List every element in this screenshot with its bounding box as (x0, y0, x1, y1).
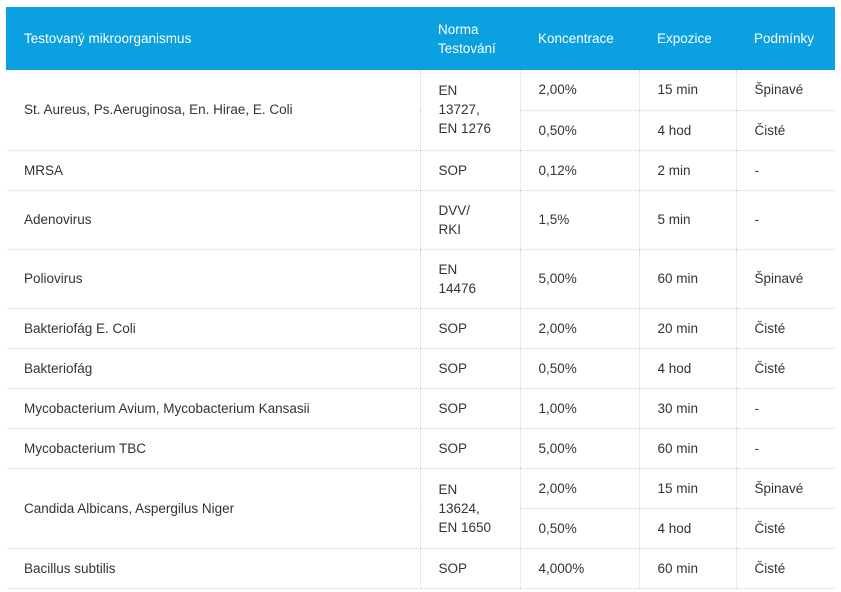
norm-cell: EN 13727, EN 1276 (419, 70, 520, 151)
exposure-cell: 15 min (638, 70, 736, 111)
concentration-cell: 5,00% (519, 249, 639, 309)
table-header: Testovaný mikroorganismus Norma Testován… (6, 7, 835, 70)
conditions-cell: Špinavé (735, 70, 835, 111)
concentration-cell: 1,00% (519, 388, 639, 429)
header-conditions: Podmínky (736, 7, 835, 70)
organism-cell: Bakteriofág E. Coli (6, 308, 420, 349)
concentration-cell: 2,00% (519, 70, 639, 111)
norm-cell: DVV/ RKI (419, 190, 520, 250)
table-row: St. Aureus, Ps.Aeruginosa, En. Hirae, E.… (6, 70, 835, 151)
concentration-cell: 0,50% (519, 110, 639, 151)
table-row: Mycobacterium Avium, Mycobacterium Kansa… (6, 388, 835, 429)
table-row: Bakteriofág SOP 0,50% 4 hod Čisté (6, 348, 835, 389)
organism-cell: Bacillus subtilis (6, 548, 420, 589)
table-row: Adenovirus DVV/ RKI 1,5% 5 min - (6, 190, 835, 250)
exposure-cell: 4 hod (638, 508, 736, 549)
conditions-cell: - (735, 150, 835, 191)
header-norm: Norma Testování (420, 7, 520, 70)
test-results-table: Testovaný mikroorganismus Norma Testován… (6, 7, 835, 589)
exposure-cell: 2 min (638, 150, 736, 191)
concentration-cell: 5,00% (519, 428, 639, 469)
conditions-cell: Čisté (735, 508, 835, 549)
organism-cell: MRSA (6, 150, 420, 191)
exposure-cell: 60 min (638, 548, 736, 589)
organism-cell: Mycobacterium TBC (6, 428, 420, 469)
table-row: Mycobacterium TBC SOP 5,00% 60 min - (6, 428, 835, 469)
table-body: St. Aureus, Ps.Aeruginosa, En. Hirae, E.… (6, 70, 835, 589)
conditions-cell: Čisté (735, 348, 835, 389)
conditions-cell: Špinavé (735, 468, 835, 509)
exposure-cell: 60 min (638, 428, 736, 469)
exposure-cell: 5 min (638, 190, 736, 250)
organism-cell: Candida Albicans, Aspergilus Niger (6, 468, 420, 549)
concentration-cell: 2,00% (519, 308, 639, 349)
test-results-table-wrapper: Testovaný mikroorganismus Norma Testován… (6, 7, 835, 589)
exposure-cell: 15 min (638, 468, 736, 509)
norm-cell: EN 13624, EN 1650 (419, 468, 520, 549)
norm-cell: SOP (419, 348, 520, 389)
table-row: MRSA SOP 0,12% 2 min - (6, 150, 835, 191)
concentration-cell: 4,000% (519, 548, 639, 589)
table-row: 0,50% 4 hod Čisté (6, 110, 835, 151)
conditions-cell: - (735, 190, 835, 250)
concentration-cell: 0,50% (519, 348, 639, 389)
concentration-cell: 1,5% (519, 190, 639, 250)
table-row: 0,50% 4 hod Čisté (6, 508, 835, 549)
norm-cell: SOP (419, 548, 520, 589)
exposure-cell: 4 hod (638, 110, 736, 151)
organism-cell: Bakteriofág (6, 348, 420, 389)
norm-cell: SOP (419, 150, 520, 191)
table-row: Candida Albicans, Aspergilus Niger EN 13… (6, 468, 835, 549)
table-row: Bakteriofág E. Coli SOP 2,00% 20 min Čis… (6, 308, 835, 349)
conditions-cell: Špinavé (735, 249, 835, 309)
norm-cell: SOP (419, 388, 520, 429)
norm-cell: SOP (419, 308, 520, 349)
concentration-cell: 2,00% (519, 468, 639, 509)
exposure-cell: 20 min (638, 308, 736, 349)
organism-cell: Mycobacterium Avium, Mycobacterium Kansa… (6, 388, 420, 429)
conditions-cell: - (735, 428, 835, 469)
exposure-cell: 4 hod (638, 348, 736, 389)
table-row: Poliovirus EN 14476 5,00% 60 min Špinavé (6, 249, 835, 309)
exposure-cell: 60 min (638, 249, 736, 309)
conditions-cell: Čisté (735, 110, 835, 151)
norm-cell: EN 14476 (419, 249, 520, 309)
header-organism: Testovaný mikroorganismus (6, 7, 420, 70)
organism-cell: Poliovirus (6, 249, 420, 309)
conditions-cell: Čisté (735, 308, 835, 349)
organism-cell: St. Aureus, Ps.Aeruginosa, En. Hirae, E.… (6, 70, 420, 151)
header-concentration: Koncentrace (520, 7, 639, 70)
conditions-cell: Čisté (735, 548, 835, 589)
concentration-cell: 0,50% (519, 508, 639, 549)
exposure-cell: 30 min (638, 388, 736, 429)
table-row: Bacillus subtilis SOP 4,000% 60 min Čist… (6, 548, 835, 589)
header-row: Testovaný mikroorganismus Norma Testován… (6, 7, 835, 70)
conditions-cell: - (735, 388, 835, 429)
concentration-cell: 0,12% (519, 150, 639, 191)
norm-cell: SOP (419, 428, 520, 469)
header-exposure: Expozice (639, 7, 736, 70)
organism-cell: Adenovirus (6, 190, 420, 250)
